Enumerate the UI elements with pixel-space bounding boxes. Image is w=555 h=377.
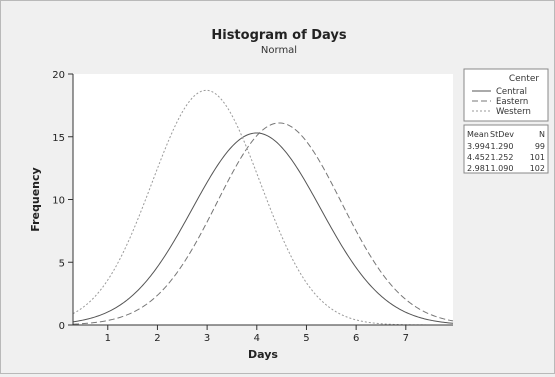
stats-cell: 2.981 xyxy=(467,164,490,173)
stats-cell: 1.290 xyxy=(491,142,514,151)
x-tick-label: 4 xyxy=(254,333,260,344)
stats-header: N xyxy=(539,130,545,139)
y-tick-label: 15 xyxy=(52,133,65,144)
y-tick-label: 5 xyxy=(59,258,65,269)
y-tick-label: 0 xyxy=(59,321,65,332)
legend-label-central: Central xyxy=(496,87,527,97)
x-tick-label: 2 xyxy=(154,333,160,344)
curve-central xyxy=(72,132,454,324)
stats-cell: 1.252 xyxy=(491,153,514,162)
y-axis-label: Frequency xyxy=(29,167,42,231)
stats-cell: 3.994 xyxy=(467,142,490,151)
x-tick-label: 5 xyxy=(303,333,309,344)
stats-box xyxy=(463,124,549,174)
chart-title: Histogram of Days xyxy=(211,28,347,43)
stats-cell: 102 xyxy=(530,164,545,173)
y-tick-label: 10 xyxy=(52,196,65,207)
x-axis-label: Days xyxy=(248,348,278,361)
legend-label-western: Western xyxy=(496,107,531,117)
curve-eastern xyxy=(72,122,454,325)
legend-box xyxy=(463,68,549,122)
stats-cell: 99 xyxy=(535,142,545,151)
curve-western xyxy=(72,89,453,326)
stats-header: StDev xyxy=(490,130,514,139)
x-tick-label: 1 xyxy=(105,333,111,344)
x-tick-label: 3 xyxy=(204,333,210,344)
legend-title: Center xyxy=(509,74,540,84)
curves-layer xyxy=(72,89,454,326)
axes-layer: 1 2 3 4 5 6 7 0 5 10 15 20 xyxy=(52,70,453,344)
y-tick-label: 20 xyxy=(52,70,65,81)
x-tick-label: 6 xyxy=(353,333,359,344)
legend-label-eastern: Eastern xyxy=(496,97,528,107)
stats-header: Mean xyxy=(467,130,489,139)
stats-cell: 1.090 xyxy=(491,164,514,173)
stats-table: Mean StDev N 3.994 1.290 99 4.452 1.252 101 2.981… xyxy=(463,124,549,174)
plot-area xyxy=(73,74,453,325)
stats-cell: 4.452 xyxy=(467,153,490,162)
chart-subtitle: Normal xyxy=(261,45,297,56)
x-tick-label: 7 xyxy=(403,333,409,344)
stats-cell: 101 xyxy=(530,153,545,162)
